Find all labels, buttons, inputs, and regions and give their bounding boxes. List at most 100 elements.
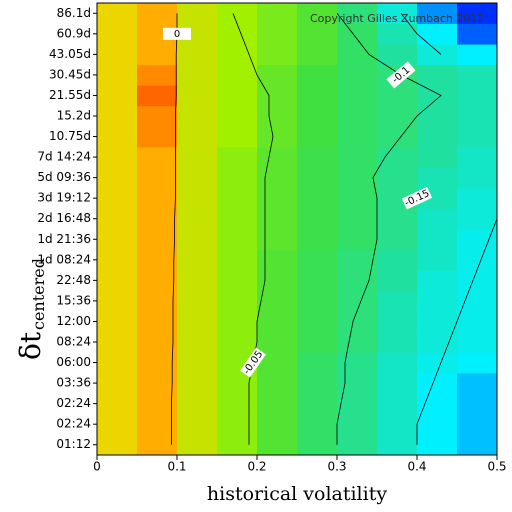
heat-cell [337,434,378,456]
heat-cell [97,249,138,271]
y-tick-label: 21.55d [49,88,91,102]
heat-cell [377,229,418,251]
contour-label-bg [163,27,191,40]
heat-cell [177,229,218,251]
heat-cell [177,85,218,107]
heat-cell [137,208,178,230]
heat-cell [97,352,138,374]
heat-cell [137,270,178,292]
heat-cell [417,229,458,251]
heat-cell [217,146,258,168]
heat-cell [377,23,418,45]
heat-cell [337,270,378,292]
heat-cell [177,64,218,86]
heat-cell [457,229,498,251]
heat-cell [457,352,498,374]
heat-cell [337,208,378,230]
heat-cell [137,105,178,127]
heat-cell [417,105,458,127]
heat-cell [297,393,338,415]
heat-cell [257,352,298,374]
heat-cell [97,290,138,312]
heat-cell [177,372,218,394]
heat-cell [137,393,178,415]
heat-cell [257,331,298,353]
heat-cell [217,187,258,209]
heat-cell [217,167,258,189]
heat-cell [457,187,498,209]
heat-cell [417,331,458,353]
contour-label-bg [401,186,433,210]
heat-cell [377,44,418,66]
heat-cell [377,146,418,168]
heat-cell [137,187,178,209]
heat-cell [217,126,258,148]
contour-line [171,13,178,445]
heat-cell [97,434,138,456]
heat-cell [137,146,178,168]
contour-line [400,13,498,445]
heat-cell [337,126,378,148]
heat-cell [377,167,418,189]
heat-cell [137,64,178,86]
heat-cell [97,44,138,66]
heat-cell [257,44,298,66]
heat-cell [417,311,458,333]
heat-cell [457,23,498,45]
heat-cell [337,167,378,189]
heat-cell [377,126,418,148]
heat-cell [257,249,298,271]
heat-cell [377,105,418,127]
heat-cell [217,64,258,86]
y-tick-label: 3d 19:12 [37,191,91,205]
heat-cell [337,413,378,435]
y-tick-label: 43.05d [49,47,91,61]
x-tick-label: 0.1 [167,460,186,474]
annotation: Copyright Gilles Zumbach 2012 [310,12,484,25]
heat-cell [217,393,258,415]
heat-cell [337,64,378,86]
heat-cell [97,331,138,353]
heat-cell [377,311,418,333]
x-tick-label: 0.2 [247,460,266,474]
heat-cell [137,413,178,435]
heat-cell [417,146,458,168]
heat-cell [377,413,418,435]
heat-cell [297,23,338,45]
heat-cell [217,331,258,353]
heat-cell [297,126,338,148]
heat-cell [457,290,498,312]
heat-cell [177,311,218,333]
heat-cell [97,270,138,292]
heat-cell [337,187,378,209]
heat-cell [177,126,218,148]
heat-cell [217,3,258,25]
heat-cell [257,290,298,312]
heat-cell [217,290,258,312]
heat-cell [457,270,498,292]
heat-cell [457,146,498,168]
heat-cell [257,208,298,230]
heat-cell [177,3,218,25]
heat-cell [457,249,498,271]
heat-cell [457,44,498,66]
heat-cell [137,229,178,251]
y-tick-label: 1d 21:36 [37,232,91,246]
heat-cell [377,331,418,353]
heat-cell [177,187,218,209]
heat-cell [97,372,138,394]
x-tick-label: 0.5 [487,460,506,474]
y-tick-label: 86.1d [57,6,91,20]
heat-cell [177,146,218,168]
heat-cell [257,23,298,45]
heat-cell [177,393,218,415]
heat-cell [177,249,218,271]
heat-cell [337,85,378,107]
heat-cell [217,44,258,66]
heat-cell [177,44,218,66]
heat-cell [97,208,138,230]
y-tick-label: 03:36 [56,376,91,390]
heat-cell [177,208,218,230]
y-tick-label: 01:12 [56,437,91,451]
heat-cell [417,434,458,456]
